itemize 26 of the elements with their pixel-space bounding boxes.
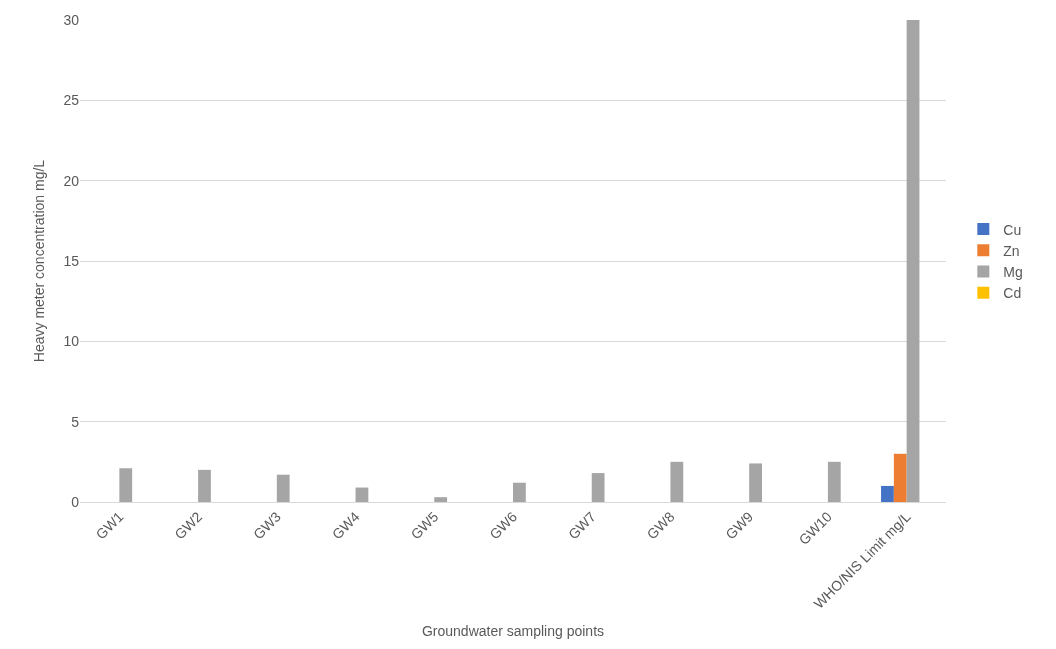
bar [591,473,605,502]
legend-label: Cu [1003,221,1022,238]
bar [881,485,894,502]
bar [434,497,448,502]
y-tick-label: 0 [71,493,80,510]
y-tick-label: 10 [63,333,80,350]
bar [198,469,211,502]
legend-label: Zn [1003,242,1020,259]
bar [276,474,290,502]
bar [827,461,841,502]
bar [749,463,762,502]
bar [906,20,920,502]
legend-label: Cd [1003,285,1022,302]
bar [670,461,684,502]
y-tick-label: 25 [63,92,80,109]
y-tick-label: 5 [71,413,80,430]
bar [513,482,526,502]
y-tick-label: 20 [63,172,80,189]
bar [119,468,133,502]
y-tick-label: 30 [63,11,80,28]
y-axis-title: Heavy meter concentration mg/L [31,159,48,363]
legend-label: Mg [1003,263,1023,280]
bar [893,453,907,502]
bar [355,487,369,502]
x-axis-title: Groundwater sampling points [421,623,605,640]
y-tick-label: 15 [63,252,80,269]
